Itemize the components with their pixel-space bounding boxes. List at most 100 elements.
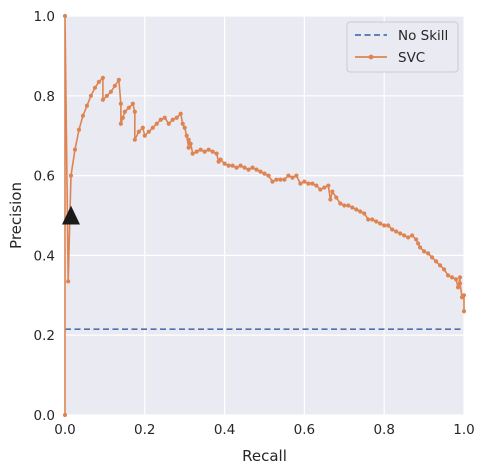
data-point-svc <box>202 149 207 154</box>
data-point-svc <box>318 187 323 192</box>
data-point-svc <box>122 109 127 114</box>
data-point-svc <box>437 263 443 268</box>
data-point-svc <box>198 147 203 152</box>
data-point-svc <box>378 221 383 226</box>
series-layer <box>62 13 467 418</box>
data-point-svc <box>410 233 415 238</box>
data-point-svc <box>186 145 191 150</box>
data-point-svc <box>132 109 137 114</box>
data-point-svc <box>302 179 307 184</box>
data-point-svc <box>422 249 427 254</box>
data-point-svc <box>182 125 187 130</box>
y-axis-label: Precision <box>7 182 25 249</box>
data-point-svc <box>414 237 419 242</box>
data-point-svc <box>62 412 68 418</box>
data-point-svc <box>100 75 106 80</box>
x-tick-label: 0.2 <box>134 422 155 438</box>
data-point-svc <box>328 197 333 202</box>
data-point-svc <box>140 125 145 130</box>
data-point-svc <box>132 137 137 142</box>
data-point-svc <box>433 259 439 264</box>
data-point-svc <box>72 147 78 152</box>
triangle-marker-icon <box>61 205 80 225</box>
data-point-svc <box>425 251 431 256</box>
data-point-svc <box>390 227 395 232</box>
grid-lines <box>64 15 465 416</box>
data-point-svc <box>96 79 102 84</box>
data-point-svc <box>398 231 403 236</box>
data-point-svc <box>394 229 399 234</box>
data-point-svc <box>429 255 435 260</box>
data-point-svc <box>190 151 195 156</box>
data-point-svc <box>461 293 467 298</box>
data-point-svc <box>118 121 123 126</box>
data-point-svc <box>178 111 183 116</box>
data-point-svc <box>286 173 291 178</box>
data-point-svc <box>402 233 407 238</box>
data-point-svc <box>326 183 331 188</box>
data-point-svc <box>246 167 251 172</box>
data-point-svc <box>453 277 459 282</box>
data-point-svc <box>150 125 155 130</box>
data-point-svc <box>386 223 391 228</box>
data-point-svc <box>214 151 219 156</box>
data-point-svc <box>118 101 123 106</box>
data-point-svc <box>330 189 335 194</box>
data-point-svc <box>66 279 71 284</box>
data-point-svc <box>416 241 421 246</box>
data-point-svc <box>366 217 371 222</box>
data-point-svc <box>166 121 171 126</box>
data-point-svc <box>322 185 327 190</box>
data-point-svc <box>449 275 455 280</box>
legend-label-no-skill: No Skill <box>398 28 448 44</box>
data-point-svc <box>406 235 411 240</box>
data-point-svc <box>174 115 179 120</box>
data-point-svc <box>258 169 263 174</box>
annotation-layer <box>61 205 80 225</box>
data-point-svc <box>350 205 355 210</box>
data-point-svc <box>282 177 287 182</box>
plot-area <box>65 16 464 415</box>
data-point-svc <box>158 117 163 122</box>
data-point-svc <box>346 203 351 208</box>
data-point-svc <box>100 97 106 102</box>
y-tick-label: 1.0 <box>34 9 55 25</box>
y-tick-label: 0.2 <box>34 328 55 344</box>
data-point-svc <box>254 167 259 172</box>
data-point-svc <box>210 149 215 154</box>
data-point-svc <box>230 163 235 168</box>
data-point-svc <box>342 203 347 208</box>
data-point-svc <box>184 133 189 138</box>
y-tick-label: 0.6 <box>34 169 55 185</box>
data-point-svc <box>294 173 299 178</box>
data-point-svc <box>194 149 199 154</box>
x-tick-label: 1.0 <box>453 422 474 438</box>
data-point-svc <box>116 77 121 82</box>
data-point-svc <box>68 173 74 178</box>
y-tick-label: 0.8 <box>34 89 55 105</box>
data-point-svc <box>382 223 387 228</box>
data-point-svc <box>146 129 151 134</box>
data-point-svc <box>290 175 295 180</box>
data-point-svc <box>354 207 359 212</box>
data-point-svc <box>338 201 343 206</box>
data-point-svc <box>334 195 339 200</box>
legend-label-svc: SVC <box>398 50 425 66</box>
data-point-svc <box>314 183 319 188</box>
data-point-svc <box>262 171 267 176</box>
data-point-svc <box>222 161 227 166</box>
data-point-svc <box>104 93 109 98</box>
x-tick-label: 0.8 <box>373 422 394 438</box>
data-point-svc <box>154 121 159 126</box>
data-point-svc <box>310 181 315 186</box>
data-point-svc <box>162 115 167 120</box>
data-point-svc <box>142 133 147 138</box>
data-point-svc <box>457 281 463 286</box>
data-point-svc <box>206 147 211 152</box>
data-point-svc <box>242 165 247 170</box>
data-point-svc <box>266 173 271 178</box>
data-point-svc <box>120 115 125 120</box>
data-point-svc <box>306 181 311 186</box>
x-tick-label: 0.0 <box>54 422 75 438</box>
data-point-svc <box>250 165 255 170</box>
